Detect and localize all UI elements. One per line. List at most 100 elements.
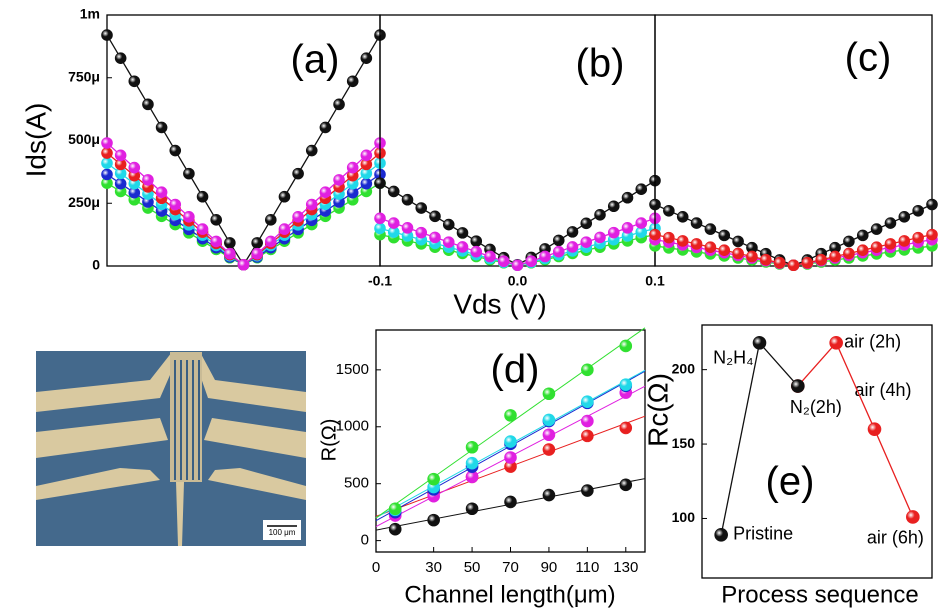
x-axis-label: Vds (V) (453, 288, 546, 319)
data-point (718, 244, 731, 256)
data-point (456, 241, 469, 253)
data-point (815, 253, 828, 266)
x-tick-label: 50 (464, 559, 481, 576)
micrograph: 100 μm (36, 351, 306, 546)
data-point (427, 513, 440, 527)
data-point (552, 234, 565, 247)
series-line (797, 341, 914, 518)
data-point (621, 191, 634, 204)
data-point (346, 75, 359, 88)
data-point (714, 528, 728, 542)
contact-pad (36, 352, 180, 412)
data-point (128, 161, 141, 174)
data-point (319, 186, 332, 199)
point-label: Pristine (733, 524, 793, 544)
data-point (374, 177, 386, 189)
data-point (114, 177, 127, 190)
scale-bar-label: 100 μm (269, 528, 296, 537)
data-point (898, 235, 911, 247)
data-point (388, 522, 402, 536)
y-tick-label: 150 (672, 435, 696, 451)
data-point (635, 217, 648, 229)
contact-pad (36, 418, 168, 458)
data-point (759, 253, 772, 266)
y-axis-label: Rc(Ω) (642, 373, 673, 447)
data-point (607, 226, 620, 239)
data-point (566, 226, 579, 238)
data-point (870, 241, 883, 253)
data-point (183, 167, 195, 180)
data-point (224, 247, 236, 260)
scale-bar-box (263, 520, 301, 540)
data-point (704, 241, 717, 253)
data-point (237, 258, 250, 271)
data-point (542, 413, 556, 427)
data-point (926, 198, 938, 211)
data-point (101, 157, 113, 169)
data-point (884, 217, 897, 229)
data-point (504, 435, 517, 448)
data-point (690, 217, 703, 229)
data-point (906, 510, 920, 524)
data-point (497, 255, 510, 268)
lead (176, 482, 184, 546)
data-point (169, 198, 182, 211)
panel-label: (d) (491, 348, 540, 392)
data-point (429, 231, 441, 244)
data-point (210, 235, 222, 248)
data-point (581, 395, 594, 409)
data-point (251, 247, 263, 260)
data-point (183, 211, 195, 223)
y-tick-label: 1500 (336, 361, 369, 378)
x-tick-label: 90 (541, 559, 558, 576)
data-point (580, 217, 593, 230)
data-point (619, 421, 633, 435)
data-point (732, 247, 744, 260)
data-point (732, 235, 744, 248)
data-point (128, 75, 141, 88)
y-tick-label: 500 (344, 475, 369, 492)
x-tick-label: 70 (502, 559, 519, 576)
data-point (210, 214, 222, 226)
data-point (619, 339, 633, 353)
data-point (619, 478, 633, 492)
data-point (155, 121, 168, 134)
point-label: air (2h) (844, 332, 901, 352)
panel-label: (b) (576, 42, 625, 86)
data-point (787, 259, 800, 272)
data-point (581, 484, 594, 497)
data-point (829, 250, 841, 263)
point-label: N₂H₄ (713, 348, 753, 368)
y-tick-label: 100 (672, 509, 696, 525)
y-tick-label: 250μ (68, 194, 100, 210)
data-point (346, 161, 359, 174)
data-point (594, 208, 606, 221)
data-point (870, 223, 883, 235)
data-point (663, 231, 675, 244)
data-point (155, 186, 168, 199)
data-point (465, 502, 479, 516)
data-point (898, 211, 911, 223)
x-tick-label: 0.0 (508, 273, 528, 289)
data-point (581, 429, 594, 443)
data-point (525, 255, 538, 268)
x-axis-label: Process sequence (721, 581, 918, 608)
x-tick-label: 0 (372, 559, 380, 576)
x-tick-label: 0.1 (645, 273, 665, 289)
data-point (360, 52, 373, 64)
point-label: air (4h) (855, 380, 912, 400)
plot-frame (701, 324, 933, 579)
data-point (114, 149, 127, 162)
series-line (720, 341, 799, 535)
data-point (387, 217, 400, 229)
data-point (926, 228, 938, 241)
data-point (456, 227, 469, 239)
point-label: air (6h) (867, 528, 924, 548)
data-point (566, 241, 579, 253)
data-point (504, 451, 517, 464)
data-point (581, 414, 594, 428)
data-point (856, 244, 869, 256)
data-point (101, 29, 113, 41)
data-point (319, 121, 332, 134)
data-point (829, 336, 843, 350)
